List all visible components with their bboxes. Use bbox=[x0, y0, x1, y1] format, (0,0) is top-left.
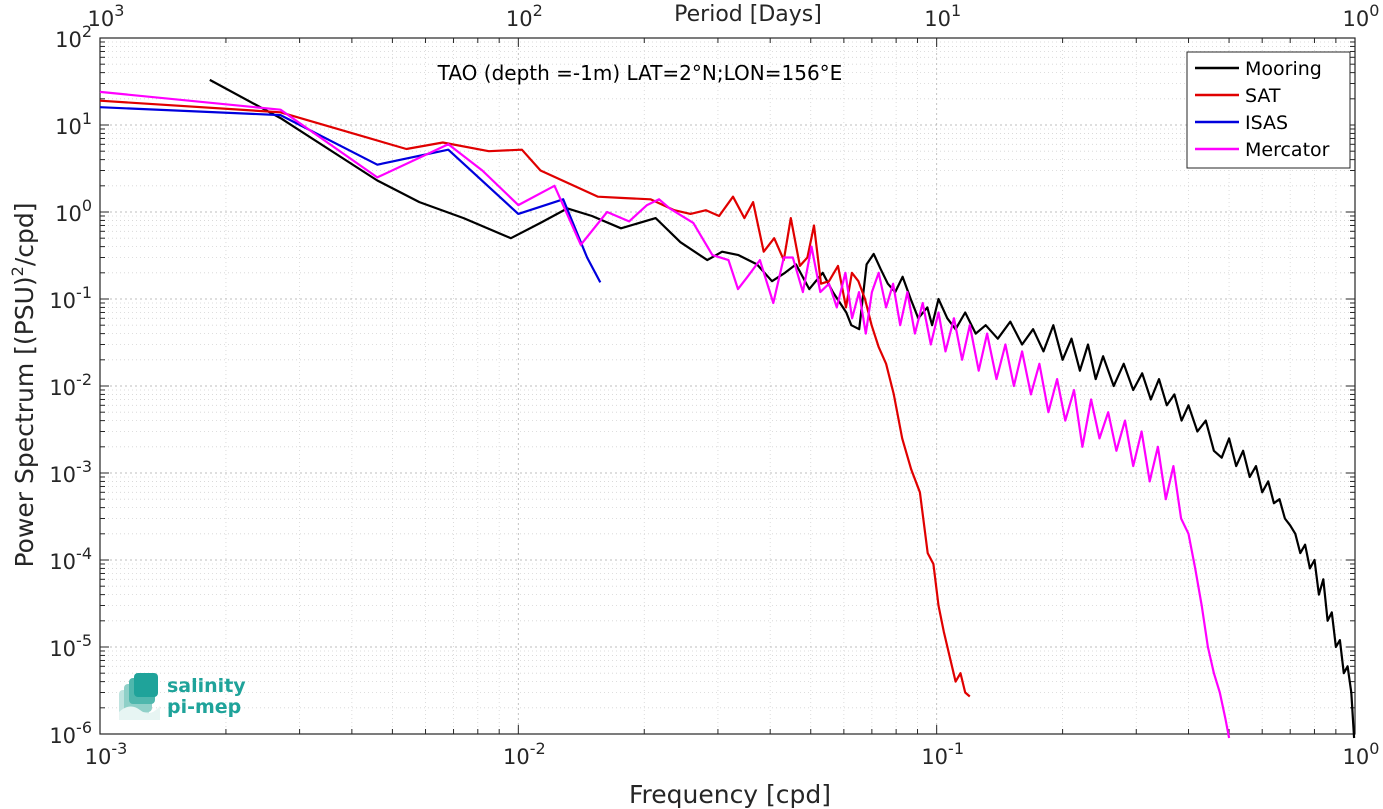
logo-text-salinity: salinity bbox=[167, 675, 246, 697]
y-tick-label: 10-3 bbox=[49, 457, 92, 487]
top-tick-label: 102 bbox=[506, 1, 543, 31]
x-tick-label: 100 bbox=[1343, 739, 1380, 769]
grid bbox=[99, 37, 1356, 735]
x-tick-label: 10-1 bbox=[921, 739, 964, 769]
series-line-sat bbox=[99, 99, 971, 698]
legend-entry-sat: SAT bbox=[1245, 85, 1281, 107]
y-tick-label: 102 bbox=[55, 22, 92, 52]
y-tick-label: 101 bbox=[55, 109, 92, 139]
y-tick-label: 10-6 bbox=[49, 718, 92, 748]
logo-text-pimep: pi-mep bbox=[167, 696, 241, 718]
salinity-pimep-logo: salinity pi-mep bbox=[119, 673, 246, 720]
top-tick-label: 103 bbox=[88, 1, 125, 31]
y-tick-label: 100 bbox=[55, 196, 92, 226]
y-tick-label: 10-1 bbox=[49, 283, 92, 313]
legend-entry-mooring: Mooring bbox=[1245, 58, 1322, 80]
logo-waves-icon bbox=[119, 673, 160, 720]
x-tick-label: 10-3 bbox=[85, 739, 128, 769]
top-axis-label: Period [Days] bbox=[674, 2, 822, 27]
chart-title: TAO (depth =-1m) LAT=2°N;LON=156°E bbox=[437, 61, 843, 85]
top-tick-label: 100 bbox=[1343, 1, 1380, 31]
x-axis-label: Frequency [cpd] bbox=[629, 780, 831, 809]
y-tick-label: 10-2 bbox=[49, 370, 92, 400]
series-line-mercator bbox=[99, 90, 1231, 739]
legend: Mooring SAT ISAS Mercator bbox=[1186, 51, 1351, 169]
legend-entry-mercator: Mercator bbox=[1245, 139, 1330, 161]
series-layer bbox=[99, 78, 1356, 739]
y-axis-label: Power Spectrum [(PSU)2/cpd] bbox=[8, 203, 39, 568]
series-line-isas bbox=[99, 106, 602, 283]
x-tick-label: 10-2 bbox=[503, 739, 546, 769]
y-tick-label: 10-4 bbox=[49, 544, 92, 574]
y-tick-label: 10-5 bbox=[49, 631, 92, 661]
legend-entry-isas: ISAS bbox=[1245, 112, 1288, 134]
top-tick-label: 101 bbox=[924, 1, 961, 31]
